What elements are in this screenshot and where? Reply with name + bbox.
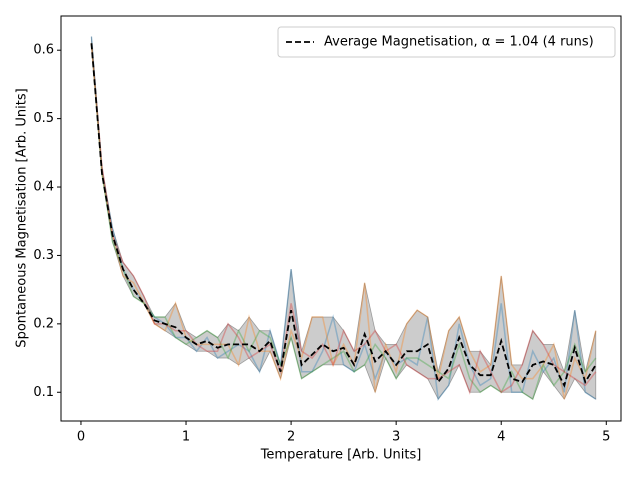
x-tick-label: 2 [287, 430, 295, 445]
y-tick-label: 0.5 [33, 111, 54, 126]
legend-label: Average Magnetisation, α = 1.04 (4 runs) [324, 35, 594, 50]
y-tick-label: 0.3 [33, 248, 54, 263]
y-tick-label: 0.1 [33, 385, 54, 400]
x-tick-label: 5 [602, 430, 610, 445]
average-line [90, 43, 597, 388]
run-line [90, 43, 597, 401]
run-line [90, 43, 597, 400]
y-axis-label: Spontaneous Magnetisation [Arb. Units] [15, 88, 30, 347]
x-axis-label: Temperature [Arb. Units] [260, 448, 422, 463]
y-tick-label: 0.6 [33, 43, 54, 58]
plot-frame [60, 15, 622, 422]
x-tick-label: 3 [392, 430, 400, 445]
x-tick-label: 4 [497, 430, 505, 445]
run-line [90, 36, 597, 402]
x-tick-label: 0 [77, 430, 85, 445]
y-tick-label: 0.2 [33, 316, 54, 331]
range-band [91, 36, 597, 400]
y-tick-label: 0.4 [33, 180, 54, 195]
run-line [90, 43, 597, 395]
legend-box [277, 26, 616, 58]
x-tick-label: 1 [182, 430, 190, 445]
